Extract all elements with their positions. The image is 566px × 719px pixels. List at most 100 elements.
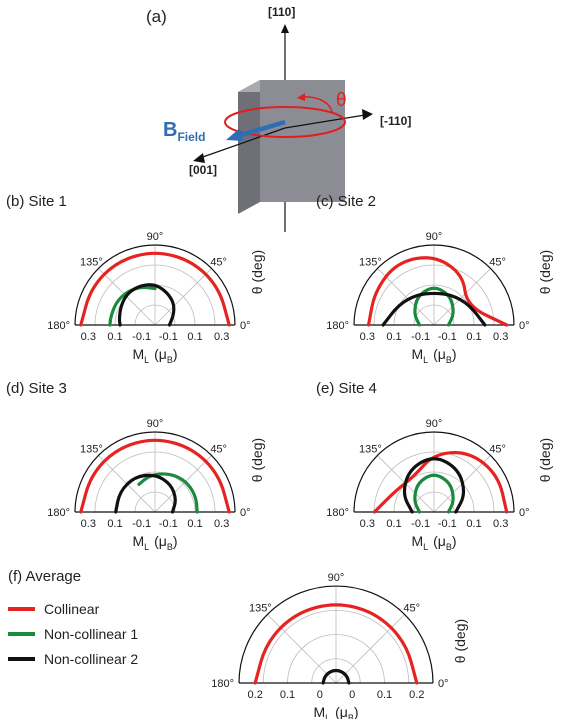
series-non-collinear-1 — [108, 285, 157, 327]
radial-tick-label: 0.3 — [493, 331, 508, 343]
angle-tick-label: 45° — [489, 256, 506, 268]
angle-tick-label: 135° — [359, 256, 382, 268]
axis-001-arrowhead — [193, 153, 205, 163]
radial-tick-label: 0.1 — [107, 331, 122, 343]
radial-tick-label: 0 — [317, 689, 323, 701]
grid-spoke — [267, 614, 337, 684]
field-label-main: B — [163, 119, 177, 141]
series-non-collinear-1 — [413, 473, 455, 514]
theta-arc-arrowhead — [297, 93, 305, 101]
angle-tick-label: 0° — [519, 320, 530, 332]
radial-tick-label: -0.1 — [438, 331, 457, 343]
axis-110-arrowhead — [281, 24, 289, 33]
legend-label-collinear: Collinear — [44, 601, 100, 617]
panel-label: (c) Site 2 — [316, 193, 376, 210]
angle-tick-label: 180° — [211, 678, 234, 690]
radial-axis-unit-close: ) — [173, 533, 178, 549]
field-arrow-head — [226, 128, 243, 141]
rotation-ellipse — [224, 106, 346, 138]
field-label-sub: Field — [177, 130, 205, 144]
radial-tick-label: 0.3 — [214, 518, 229, 530]
legend-label-noncollinear-2: Non-collinear 2 — [44, 651, 138, 667]
polar-boundary — [353, 431, 515, 513]
radial-axis-unit-sub: B — [348, 713, 354, 719]
radial-tick-label: -0.1 — [159, 518, 178, 530]
radial-axis-unit-close: ) — [173, 346, 178, 362]
series-collinear — [372, 451, 509, 514]
angle-tick-label: 0° — [240, 507, 251, 519]
panel-label: (e) Site 4 — [316, 380, 377, 397]
theta-axis-label: θ (deg) — [537, 438, 553, 482]
angle-tick-label: 0° — [519, 507, 530, 519]
polar-boundary — [74, 244, 236, 326]
radial-tick-label: 0.3 — [214, 331, 229, 343]
series-non-collinear-1 — [413, 286, 455, 327]
angle-tick-label: 90° — [328, 572, 345, 584]
radial-tick-label: 0.3 — [360, 518, 375, 530]
legend-title: (f) Average — [8, 568, 81, 585]
radial-axis-unit-sub: B — [167, 355, 173, 365]
axis-110-label: [110] — [268, 5, 295, 19]
radial-tick-label: 0.1 — [377, 689, 392, 701]
radial-tick-label: -0.1 — [411, 331, 430, 343]
radial-tick-label: 0.1 — [187, 331, 202, 343]
radial-axis-unit: (μ — [154, 346, 167, 362]
polar-chart-2: 0° 45° 90° 135° 180° 0.3 0.1 -0.1 -0.1 0.1 0.3 ML (μ… — [316, 193, 553, 365]
radial-axis-sub: L — [325, 713, 330, 719]
polar-chart-5: 0° 45° 90° 135° 180° 0.2 0.1 0 0 0.1 0.2 ML (μB) θ (d… — [211, 572, 468, 719]
angle-tick-label: 90° — [426, 231, 443, 243]
theta-axis-label: θ (deg) — [249, 250, 265, 294]
radial-axis-label: ML (μB) — [411, 346, 456, 365]
series-non-collinear-2 — [117, 283, 176, 327]
radial-axis-unit: (μ — [335, 704, 348, 719]
panel-label: (d) Site 3 — [6, 380, 67, 397]
angle-tick-label: 0° — [240, 320, 251, 332]
field-label: BField — [163, 119, 205, 144]
axis-001-label: [001] — [189, 163, 217, 177]
radial-axis-unit: (μ — [433, 533, 446, 549]
angle-tick-label: 180° — [47, 320, 70, 332]
radial-axis-label: ML (μB) — [132, 346, 177, 365]
angle-tick-label: 45° — [210, 443, 227, 455]
angle-tick-label: 180° — [326, 320, 349, 332]
grid-spoke — [433, 268, 491, 326]
angle-tick-label: 90° — [426, 418, 443, 430]
radial-axis-unit-close: ) — [354, 704, 359, 719]
angle-tick-label: 45° — [210, 256, 227, 268]
radial-tick-label: 0.1 — [107, 518, 122, 530]
radial-tick-label: 0.3 — [493, 518, 508, 530]
series-collinear — [79, 251, 231, 327]
polar-charts: 0°45°90°135°180°0.3 0.1 -0.1 -0.1 0.1 0.3ML (μ… — [6, 193, 553, 719]
radial-tick-label: 0.1 — [386, 518, 401, 530]
axis-001-line — [199, 127, 286, 159]
axis-m110-arrowhead — [362, 109, 373, 120]
polar-boundary — [353, 244, 515, 326]
polar-boundary — [74, 431, 236, 513]
radial-axis-main: M — [411, 533, 423, 549]
grid-spoke — [335, 614, 405, 684]
radial-axis-label: ML (μB) — [313, 704, 358, 719]
radial-axis-main: M — [411, 346, 423, 362]
series-collinear — [253, 603, 419, 685]
radial-tick-label: 0.1 — [386, 331, 401, 343]
panel-a: (a) [110] [-110] [001] θ BField — [146, 5, 411, 232]
polar-boundary — [238, 585, 434, 684]
radial-tick-label: 0.1 — [466, 331, 481, 343]
radial-tick-label: 0.1 — [280, 689, 295, 701]
legend: (f) Average Collinear Non-collinear 1 No… — [8, 568, 138, 667]
radial-tick-label: 0.1 — [466, 518, 481, 530]
radial-axis-unit-sub: B — [446, 355, 452, 365]
radial-axis-unit: (μ — [154, 533, 167, 549]
radial-axis-label: ML (μB) — [132, 533, 177, 552]
radial-axis-main: M — [132, 533, 144, 549]
radial-axis-unit-close: ) — [452, 346, 457, 362]
polar-chart-4: 0° 45° 90° 135° 180° 0.3 0.1 -0.1 -0.1 0.1 0.3 ML (μ… — [316, 380, 553, 552]
grid-spoke — [154, 268, 212, 326]
radial-tick-label: 0.3 — [360, 331, 375, 343]
grid-spoke — [154, 455, 212, 513]
plate-side — [238, 80, 260, 214]
axis-m110-line — [284, 114, 366, 129]
angle-tick-label: 0° — [438, 678, 449, 690]
theta-axis-label: θ (deg) — [537, 250, 553, 294]
polar-chart-1: 0° 45° 90° 135° 180° 0.3 0.1 -0.1 -0.1 0.1 0.3 ML (μ… — [6, 193, 265, 365]
